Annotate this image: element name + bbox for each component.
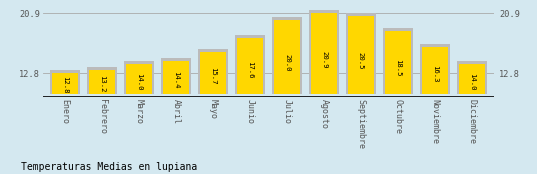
Bar — [272, 17, 302, 94]
Bar — [52, 73, 78, 94]
Bar — [309, 10, 339, 94]
Bar — [237, 38, 263, 94]
Text: 12.8: 12.8 — [62, 76, 68, 94]
Bar — [163, 61, 190, 94]
Bar — [274, 20, 300, 94]
Text: 18.5: 18.5 — [395, 59, 401, 76]
Text: 15.7: 15.7 — [210, 67, 216, 85]
Bar — [235, 35, 265, 94]
Text: 20.0: 20.0 — [284, 54, 290, 72]
Bar — [310, 13, 337, 94]
Bar — [50, 70, 80, 94]
Text: 13.2: 13.2 — [99, 75, 105, 93]
Text: 14.0: 14.0 — [136, 73, 142, 90]
Bar — [124, 61, 154, 94]
Bar — [161, 58, 191, 94]
Text: 14.4: 14.4 — [173, 71, 179, 89]
Text: 16.3: 16.3 — [432, 65, 438, 83]
Text: 20.9: 20.9 — [321, 51, 327, 69]
Bar — [459, 64, 485, 94]
Text: Temperaturas Medias en lupiana: Temperaturas Medias en lupiana — [21, 162, 198, 172]
Bar — [457, 61, 487, 94]
Bar — [347, 16, 374, 94]
Bar — [383, 28, 413, 94]
Bar — [88, 67, 117, 94]
Bar — [346, 13, 376, 94]
Bar — [126, 64, 153, 94]
Text: 20.5: 20.5 — [358, 52, 364, 70]
Bar — [198, 49, 228, 94]
Text: 14.0: 14.0 — [469, 73, 475, 90]
Text: 17.6: 17.6 — [247, 61, 253, 79]
Bar — [420, 44, 449, 94]
Bar — [200, 52, 227, 94]
Bar — [384, 31, 411, 94]
Bar — [89, 70, 115, 94]
Bar — [422, 47, 448, 94]
